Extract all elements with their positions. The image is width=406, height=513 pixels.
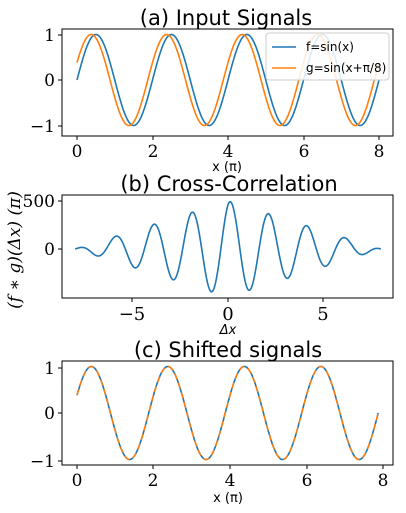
panel-b-plot (74, 200, 382, 293)
panel-c: (c) Shifted signals 0 2 4 6 8 −1 0 1 x (… (30, 338, 394, 506)
legend-box (265, 32, 390, 81)
panel-a-xlabel: x (π) (212, 160, 242, 175)
panel-c-xtick-label: 4 (225, 471, 236, 491)
legend-label-f: f=sin(x) (306, 40, 354, 54)
panel-a-title: (a) Input Signals (140, 6, 312, 30)
panel-a-legend: f=sin(x) g=sin(x+π/8) (265, 32, 390, 81)
series-line-shifted-g (76, 365, 379, 461)
panel-c-xticks: 0 2 4 6 8 (72, 465, 389, 491)
panel-a-xtick-label: 4 (223, 142, 234, 162)
panel-b-xlabel: Δx (219, 323, 237, 338)
panel-b-xticks: −5 0 5 (119, 298, 329, 325)
panel-b: (b) Cross-Correlation −5 0 5 0 500 Δx (f… (5, 172, 394, 338)
panel-b-xtick-label: 5 (317, 304, 328, 325)
panel-b-xtick-label: −5 (119, 304, 146, 325)
panel-a-xtick-label: 0 (72, 142, 83, 162)
panel-b-yticks: 0 500 (23, 192, 62, 260)
panel-a-ytick-label: −1 (30, 117, 55, 137)
panel-c-ytick-label: −1 (30, 452, 55, 472)
panel-a-xtick-label: 8 (374, 142, 385, 162)
panel-b-ytick-label: 0 (44, 240, 55, 260)
panel-c-ytick-label: 1 (44, 359, 55, 379)
panel-c-ytick-label: 0 (44, 404, 55, 424)
panel-b-ylabel: (f ∗ g)(Δx) (π) (5, 191, 25, 309)
panel-c-plot (76, 365, 379, 461)
panel-c-title: (c) Shifted signals (134, 338, 322, 362)
panel-a-ytick-label: 1 (44, 26, 55, 46)
panel-c-xlabel: x (π) (213, 491, 243, 506)
panel-c-yticks: −1 0 1 (30, 359, 62, 472)
series-line-shifted-f (76, 365, 379, 461)
panel-b-frame (61, 194, 394, 299)
panel-c-xtick-label: 8 (378, 471, 389, 491)
legend-label-g: g=sin(x+π/8) (306, 61, 386, 75)
panel-a-ytick-label: 0 (44, 71, 55, 91)
panel-a-xtick-label: 2 (148, 142, 159, 162)
panel-a-xtick-label: 6 (299, 142, 310, 162)
panel-b-ytick-label: 500 (23, 192, 55, 212)
panel-a-xticks: 0 2 4 6 8 (72, 136, 385, 162)
panel-a: (a) Input Signals 0 2 4 6 8 −1 0 1 x (π)… (30, 6, 394, 175)
series-line-correlation (74, 200, 382, 293)
panel-c-xtick-label: 2 (148, 471, 159, 491)
panel-c-xtick-label: 6 (302, 471, 313, 491)
panel-b-title: (b) Cross-Correlation (120, 172, 337, 196)
panel-c-frame (61, 360, 394, 466)
panel-c-xtick-label: 0 (72, 471, 83, 491)
panel-a-yticks: −1 0 1 (30, 26, 62, 137)
panel-b-xtick-label: 0 (222, 304, 233, 325)
